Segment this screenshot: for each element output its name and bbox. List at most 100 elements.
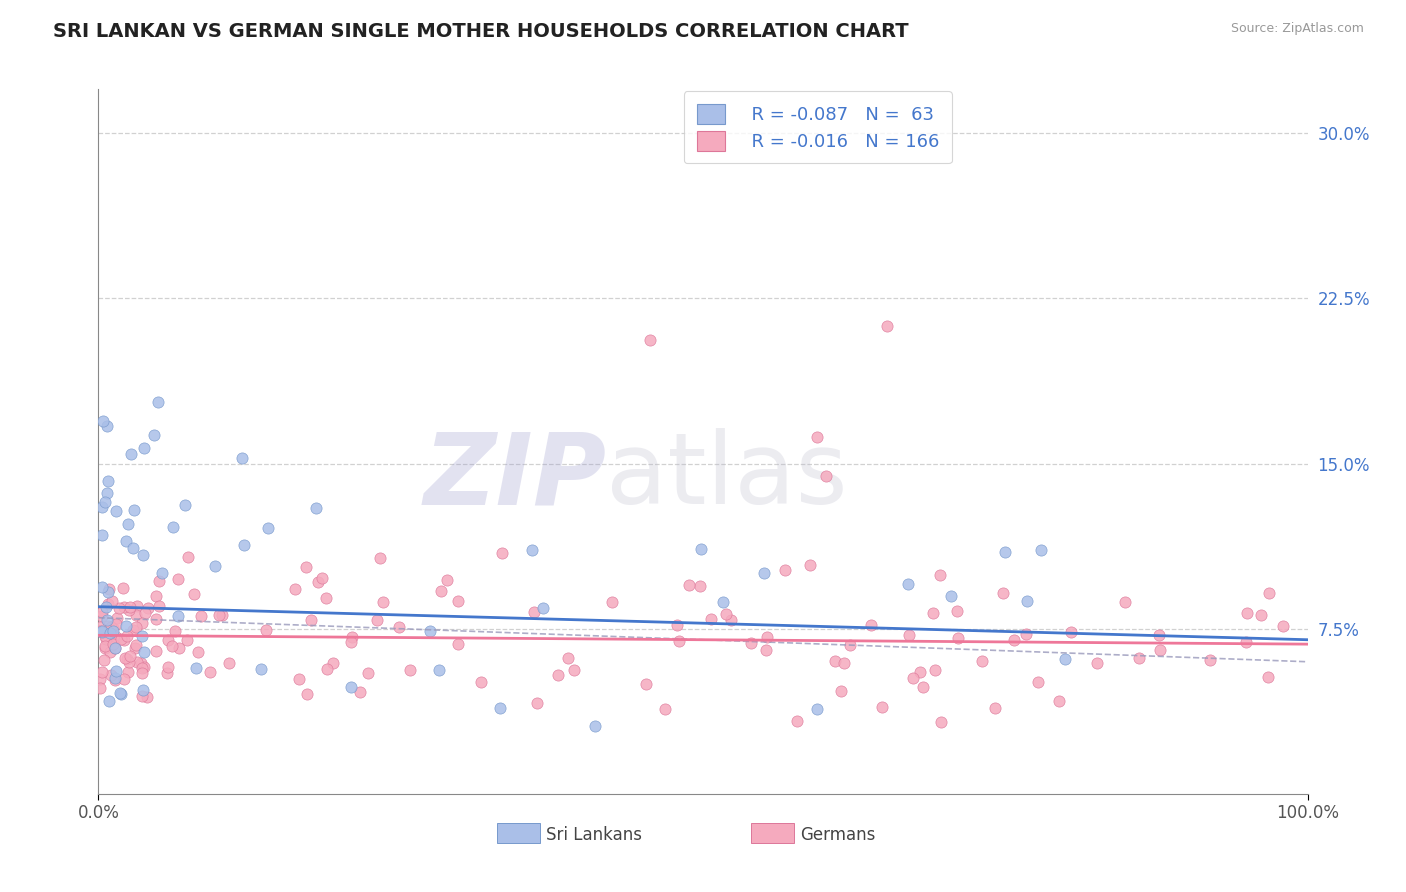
Point: [1026, 675, 1049, 690]
Point: [1271, 619, 1294, 633]
Point: [373, 595, 395, 609]
Point: [231, 451, 253, 466]
Point: [311, 571, 333, 585]
Point: [897, 628, 920, 642]
Point: [1114, 595, 1136, 609]
Point: [929, 714, 952, 729]
Point: [1085, 656, 1108, 670]
Point: [96, 485, 118, 500]
Point: [107, 601, 129, 615]
Point: [131, 682, 153, 697]
Point: [908, 665, 931, 679]
Point: [118, 648, 141, 663]
Point: [948, 631, 970, 645]
Point: [184, 660, 207, 674]
Point: [678, 578, 700, 592]
Point: [114, 651, 136, 665]
Point: [110, 688, 132, 702]
Point: [91, 500, 114, 514]
Point: [156, 633, 179, 648]
Point: [250, 663, 273, 677]
Point: [100, 668, 122, 682]
Point: [93, 414, 115, 428]
Point: [583, 719, 606, 733]
Point: [1029, 543, 1052, 558]
Point: [315, 591, 337, 605]
Point: [112, 673, 135, 687]
Point: [946, 604, 969, 618]
Point: [720, 613, 742, 627]
Point: [104, 633, 127, 648]
Point: [101, 594, 124, 608]
Point: [160, 639, 183, 653]
Point: [97, 597, 120, 611]
Point: [897, 577, 920, 591]
Point: [176, 633, 198, 648]
Point: [399, 663, 422, 677]
Point: [447, 637, 470, 651]
Point: [89, 620, 111, 634]
Point: [832, 657, 855, 671]
Point: [356, 666, 378, 681]
Point: [97, 475, 120, 489]
Point: [929, 568, 952, 582]
Point: [111, 581, 134, 595]
Point: [97, 585, 120, 599]
Point: [838, 639, 860, 653]
Bar: [751, 823, 794, 843]
Point: [125, 638, 148, 652]
Point: [204, 558, 226, 573]
Point: [91, 624, 114, 639]
Point: [806, 429, 828, 443]
Point: [994, 545, 1017, 559]
Point: [110, 686, 132, 700]
Point: [187, 645, 209, 659]
Point: [1015, 593, 1038, 607]
Point: [901, 671, 924, 685]
Point: [121, 447, 143, 461]
Point: [98, 694, 121, 708]
Point: [131, 616, 153, 631]
Point: [91, 606, 114, 620]
Point: [1149, 643, 1171, 657]
Point: [89, 672, 111, 686]
Point: [638, 333, 661, 347]
Point: [799, 558, 821, 573]
Point: [103, 641, 125, 656]
Point: [349, 685, 371, 699]
Point: [145, 612, 167, 626]
Point: [984, 700, 1007, 714]
Point: [122, 541, 145, 555]
Point: [921, 606, 943, 620]
Point: [254, 623, 277, 637]
Point: [634, 677, 657, 691]
Point: [134, 442, 156, 456]
Point: [690, 542, 713, 557]
Point: [470, 674, 492, 689]
Point: [104, 641, 127, 656]
Point: [105, 611, 128, 625]
Point: [183, 587, 205, 601]
Point: [143, 428, 166, 442]
Point: [91, 665, 114, 680]
Point: [96, 632, 118, 646]
Point: [340, 680, 363, 694]
Point: [167, 572, 190, 586]
Point: [89, 624, 111, 638]
Point: [924, 663, 946, 677]
Point: [287, 672, 309, 686]
Point: [112, 600, 135, 615]
Point: [97, 582, 120, 596]
Point: [1257, 670, 1279, 684]
Point: [117, 665, 139, 680]
Point: [207, 607, 229, 622]
Point: [526, 696, 548, 710]
Point: [1060, 625, 1083, 640]
Point: [668, 634, 690, 648]
Point: [115, 629, 138, 643]
Point: [531, 600, 554, 615]
Text: Germans: Germans: [800, 826, 875, 844]
Point: [125, 620, 148, 634]
Point: [740, 636, 762, 650]
Point: [257, 521, 280, 535]
